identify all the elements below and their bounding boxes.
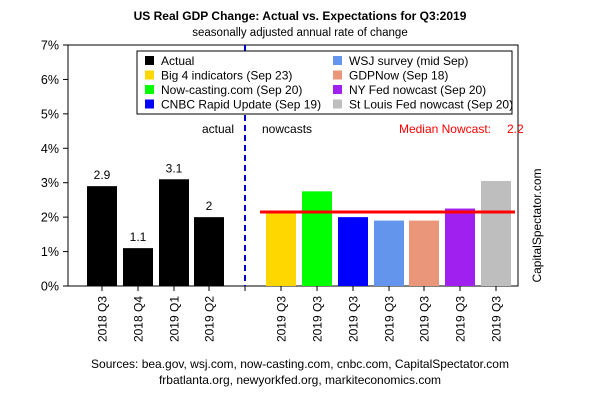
- legend-label: WSJ survey (mid Sep): [349, 54, 468, 68]
- legend-label: GDPNow (Sep 18): [349, 69, 448, 83]
- x-tick-label: 2019 Q3: [490, 296, 504, 342]
- bar-nowcast: [374, 220, 404, 286]
- x-tick-label: 2019 Q3: [418, 296, 432, 342]
- legend-label: CNBC Rapid Update (Sep 19): [161, 98, 321, 112]
- sources-line-1: Sources: bea.gov, wsj.com, now-casting.c…: [91, 357, 509, 371]
- bar-value-label: 3.1: [166, 161, 183, 175]
- x-tick-label: 2019 Q3: [275, 296, 289, 342]
- y-tick-label: 7%: [41, 39, 59, 53]
- y-tick-label: 3%: [41, 176, 59, 190]
- y-tick-label: 1%: [41, 245, 59, 259]
- legend-label: NY Fed nowcast (Sep 20): [349, 83, 486, 97]
- y-tick-label: 5%: [41, 107, 59, 121]
- bar-actual: [194, 217, 224, 286]
- legend-label: Big 4 indicators (Sep 23): [161, 69, 292, 83]
- section-label-actual: actual: [202, 122, 234, 136]
- median-nowcast-value: 2.2: [507, 122, 524, 136]
- legend-swatch: [333, 99, 342, 109]
- y-tick-label: 4%: [41, 142, 59, 156]
- y-tick-label: 6%: [41, 73, 59, 87]
- legend-swatch: [145, 85, 154, 94]
- x-tick-label: 2019 Q2: [203, 296, 217, 342]
- bar-nowcast: [481, 180, 511, 286]
- legend-label: Actual: [161, 54, 194, 68]
- sources-line-2: frbatlanta.org, newyorkfed.org, markitec…: [158, 373, 442, 387]
- y-tick-label: 0%: [41, 280, 59, 294]
- legend-label: St Louis Fed nowcast (Sep 20): [349, 98, 513, 112]
- legend-box: [136, 50, 513, 115]
- legend-swatch: [333, 56, 342, 65]
- chart-subtitle: seasonally adjusted annual rate of chang…: [192, 27, 408, 39]
- x-tick-label: 2019 Q3: [311, 296, 325, 342]
- legend-swatch: [145, 99, 154, 109]
- bar-actual: [123, 248, 153, 286]
- section-label-nowcasts: nowcasts: [262, 122, 312, 136]
- watermark: CapitalSpectator.com: [530, 168, 544, 282]
- y-tick-label: 2%: [41, 211, 59, 225]
- bar-actual: [87, 186, 117, 286]
- bar-value-label: 1.1: [130, 230, 147, 244]
- median-nowcast-label: Median Nowcast:: [399, 122, 491, 136]
- x-tick-label: 2018 Q4: [132, 296, 146, 342]
- x-tick-label: 2019 Q1: [168, 296, 182, 342]
- bar-actual: [159, 179, 189, 286]
- legend-swatch: [333, 70, 342, 80]
- chart-title: US Real GDP Change: Actual vs. Expectati…: [133, 9, 467, 23]
- bar-nowcast: [266, 211, 296, 286]
- bar-nowcast: [302, 191, 332, 286]
- legend-swatch: [145, 56, 154, 65]
- x-tick-label: 2018 Q3: [96, 296, 110, 342]
- legend-label: Now-casting.com (Sep 20): [161, 83, 302, 97]
- bar-nowcast: [409, 220, 439, 286]
- legend-swatch: [333, 85, 342, 94]
- bar-nowcast: [445, 208, 475, 286]
- bar-value-label: 2: [206, 199, 213, 213]
- x-tick-label: 2019 Q3: [383, 296, 397, 342]
- legend-swatch: [145, 70, 154, 80]
- bar-nowcast: [338, 217, 368, 286]
- bar-value-label: 2.9: [94, 168, 111, 182]
- x-tick-label: 2019 Q3: [347, 296, 361, 342]
- x-tick-label: 2019 Q3: [454, 296, 468, 342]
